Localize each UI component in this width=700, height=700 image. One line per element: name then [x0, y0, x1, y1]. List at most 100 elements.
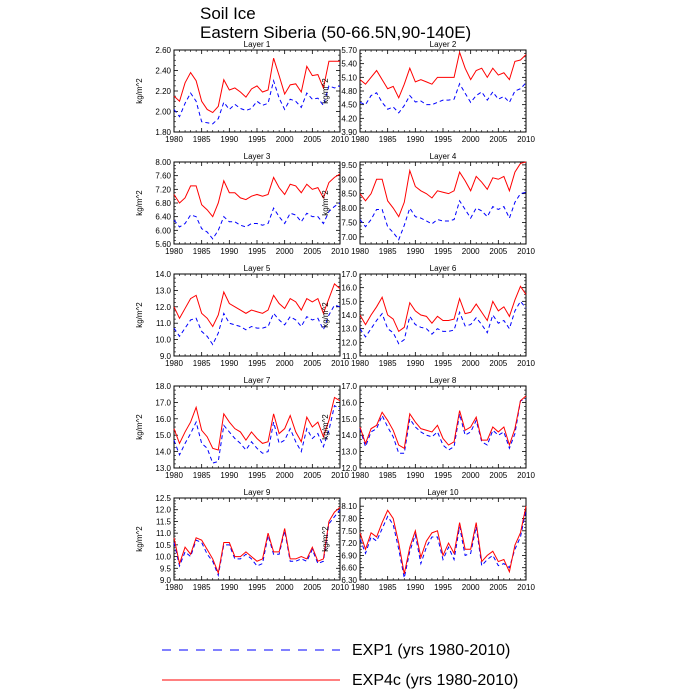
y-tick-label: 2.20: [155, 87, 171, 96]
y-axis-label: kg/m^2: [135, 414, 144, 440]
y-tick-label: 14.0: [155, 448, 171, 457]
x-tick-label: 2000: [276, 583, 294, 592]
y-tick-label: 5.70: [341, 46, 357, 55]
figure-title: Soil Ice: [200, 4, 256, 23]
x-tick-label: 1985: [193, 247, 211, 256]
series-line-exp1: [359, 300, 527, 345]
x-tick-label: 2005: [303, 471, 321, 480]
x-tick-label: 2010: [517, 135, 535, 144]
panel-title: Layer 2: [430, 40, 457, 49]
plot-frame: [173, 385, 341, 469]
x-tick-label: 1985: [193, 359, 211, 368]
x-tick-label: 1990: [220, 359, 238, 368]
y-tick-label: 17.0: [341, 382, 357, 391]
x-tick-label: 1995: [434, 247, 452, 256]
x-tick-label: 2005: [489, 471, 507, 480]
y-tick-label: 6.90: [341, 551, 357, 560]
x-tick-label: 1990: [406, 135, 424, 144]
y-tick-label: 15.0: [341, 415, 357, 424]
panel-title: Layer 4: [430, 152, 457, 161]
series-line-exp1: [173, 304, 341, 346]
y-tick-label: 13.0: [155, 286, 171, 295]
plot-frame: [359, 497, 527, 581]
y-tick-label: 12.0: [341, 464, 357, 473]
y-tick-label: 7.20: [155, 185, 171, 194]
y-tick-label: 5.10: [341, 73, 357, 82]
series-line-exp4c: [173, 282, 341, 328]
x-tick-label: 2005: [489, 135, 507, 144]
x-tick-label: 1985: [379, 247, 397, 256]
x-tick-label: 2005: [303, 583, 321, 592]
y-tick-label: 8.00: [155, 158, 171, 167]
y-tick-label: 12.5: [155, 494, 171, 503]
series-line-exp1: [359, 82, 527, 114]
x-tick-label: 1990: [406, 583, 424, 592]
y-tick-label: 11.0: [156, 319, 172, 328]
series-line-exp4c: [173, 396, 341, 451]
y-tick-label: 13.0: [341, 325, 357, 334]
panel-title: Layer 10: [427, 488, 459, 497]
y-tick-label: 12.0: [155, 506, 171, 515]
x-tick-label: 1985: [193, 471, 211, 480]
series-line-exp1: [359, 191, 527, 241]
y-tick-label: 16.0: [341, 284, 357, 293]
panel-layer-2: Layer 2 kg/m^2 3.90 4.20 4.50 4.80 5.10 5.40 5.7…: [321, 40, 535, 144]
series-line-exp1: [359, 510, 527, 579]
x-tick-label: 2005: [303, 247, 321, 256]
x-tick-label: 1980: [351, 135, 369, 144]
x-tick-label: 1995: [434, 583, 452, 592]
x-tick-label: 1985: [379, 359, 397, 368]
y-tick-label: 18.0: [155, 382, 171, 391]
x-tick-label: 2010: [517, 583, 535, 592]
y-tick-label: 11.0: [342, 352, 358, 361]
x-tick-label: 1995: [434, 359, 452, 368]
y-tick-label: 9.5: [160, 564, 172, 573]
panel-layer-4: Layer 4 kg/m^2 7.00 7.50 8.00 8.50 9.00 9.50 198…: [321, 152, 535, 256]
y-axis-label: kg/m^2: [135, 78, 144, 104]
x-tick-label: 2005: [489, 583, 507, 592]
x-tick-label: 1980: [165, 359, 183, 368]
panel-title: Layer 9: [244, 488, 271, 497]
y-tick-label: 5.40: [341, 60, 357, 69]
series-line-exp4c: [359, 395, 527, 450]
y-tick-label: 6.00: [155, 226, 171, 235]
y-axis-label: kg/m^2: [135, 302, 144, 328]
series-line-exp4c: [173, 506, 341, 575]
x-tick-label: 1980: [351, 471, 369, 480]
series-line-exp4c: [173, 173, 341, 218]
x-tick-label: 2010: [331, 247, 349, 256]
x-tick-label: 2000: [276, 135, 294, 144]
series-line-exp4c: [359, 50, 527, 100]
x-tick-label: 1990: [406, 247, 424, 256]
panel-title: Layer 6: [430, 264, 457, 273]
panel-layer-9: Layer 9 kg/m^2 9.0 9.5 10.0 10.5 11.0 11.5 12.0 1…: [135, 488, 349, 592]
plot-frame: [359, 273, 527, 357]
y-tick-label: 8.00: [341, 204, 357, 213]
x-tick-label: 2010: [517, 471, 535, 480]
plot-frame: [359, 161, 527, 245]
x-tick-label: 1980: [351, 359, 369, 368]
y-tick-label: 9.00: [341, 175, 357, 184]
x-tick-label: 1985: [379, 135, 397, 144]
panel-layer-6: Layer 6 kg/m^2 11.0 12.0 13.0 14.0 15.0 16.0 17.…: [321, 264, 535, 368]
x-tick-label: 1995: [248, 583, 266, 592]
panel-title: Layer 3: [244, 152, 271, 161]
panel-layer-5: Layer 5 kg/m^2 9.0 10.0 11.0 12.0 13.0 14.0 1980…: [135, 264, 349, 368]
x-tick-label: 2005: [489, 247, 507, 256]
y-tick-label: 2.00: [155, 108, 171, 117]
x-tick-label: 1995: [434, 471, 452, 480]
series-line-exp4c: [359, 161, 527, 218]
x-tick-label: 1980: [165, 471, 183, 480]
panel-title: Layer 5: [244, 264, 271, 273]
y-tick-label: 5.60: [155, 240, 171, 249]
y-tick-label: 8.10: [341, 502, 357, 511]
x-tick-label: 1980: [165, 247, 183, 256]
y-tick-label: 7.50: [341, 218, 357, 227]
x-tick-label: 2010: [331, 583, 349, 592]
x-tick-label: 1980: [165, 583, 183, 592]
y-tick-label: 4.50: [341, 101, 357, 110]
y-tick-label: 15.0: [155, 431, 171, 440]
x-tick-label: 2010: [331, 135, 349, 144]
y-tick-label: 9.50: [341, 161, 357, 170]
